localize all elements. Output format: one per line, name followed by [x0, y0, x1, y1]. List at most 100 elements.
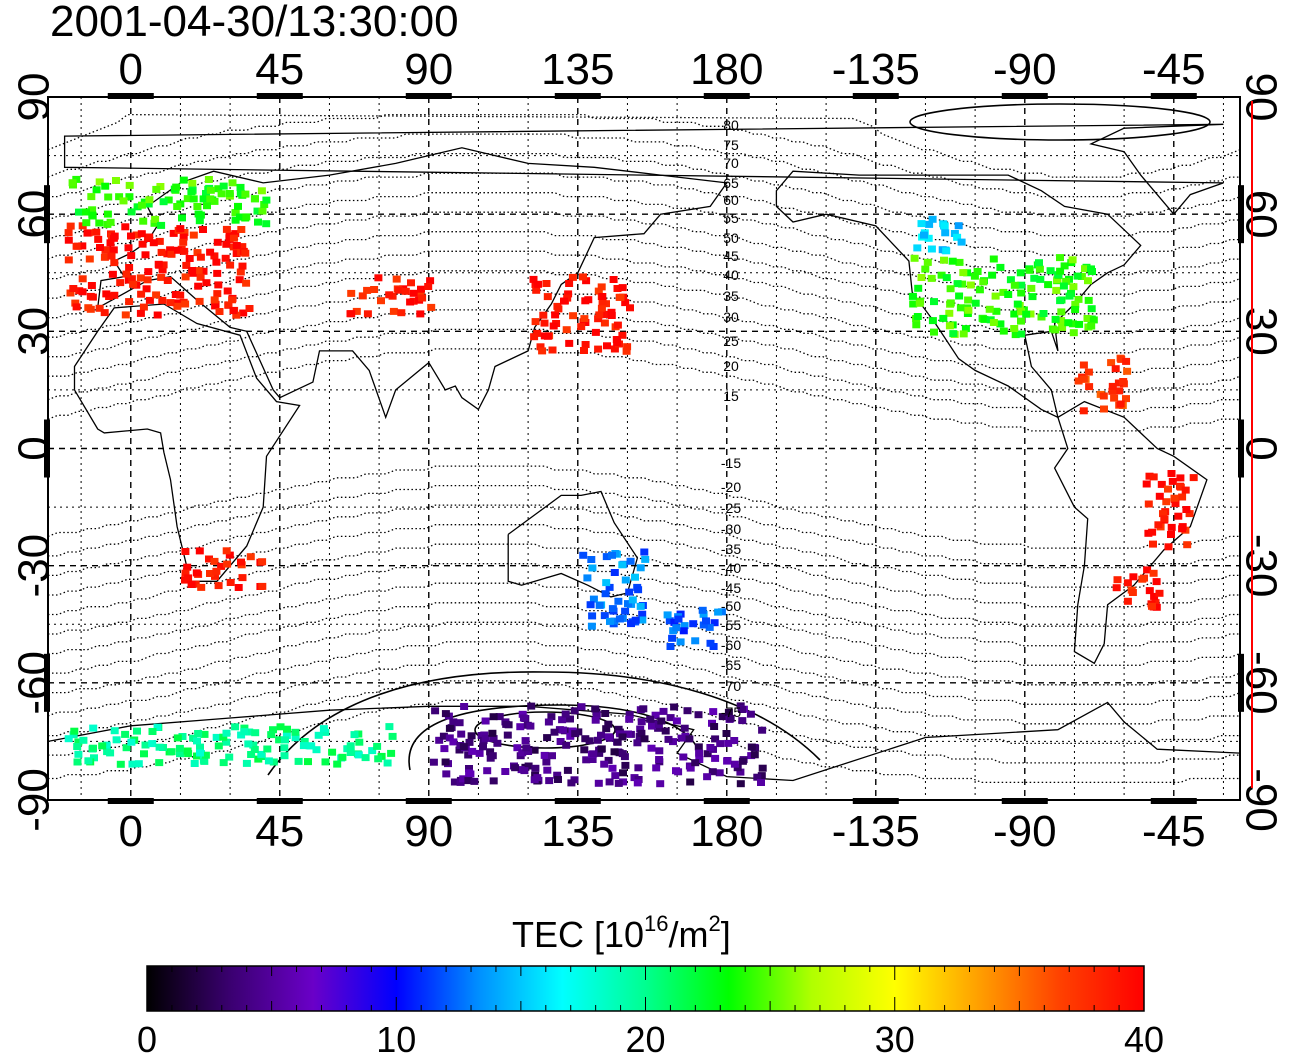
tec-cell [554, 305, 563, 313]
tec-cell [212, 733, 221, 741]
tec-cell [241, 190, 250, 198]
tec-cell [231, 209, 240, 217]
tec-cell [964, 306, 973, 314]
tec-cell [253, 207, 262, 215]
tec-cell [138, 240, 147, 248]
tec-cell [1027, 284, 1036, 292]
tec-cell [1176, 483, 1185, 491]
tec-cell [234, 202, 242, 210]
tec-cell [141, 741, 150, 749]
tec-cell [92, 228, 101, 236]
tec-cell [1085, 383, 1094, 391]
tec-cell [610, 748, 619, 756]
tec-cell [568, 273, 577, 281]
tec-cell [181, 548, 190, 555]
tec-cell [110, 291, 119, 299]
tec-cell [138, 201, 146, 209]
tec-cell [449, 718, 458, 726]
tec-cell [194, 282, 203, 290]
tec-cell [1075, 320, 1084, 328]
tec-cell [294, 757, 303, 765]
tec-cell [282, 732, 291, 739]
tec-cell [706, 744, 715, 751]
tec-cell [155, 759, 164, 767]
tec-cell [269, 726, 277, 734]
tec-cell [283, 725, 291, 733]
tec-cell [328, 748, 337, 756]
tec-cell [1113, 576, 1122, 584]
tec-cell [1154, 521, 1163, 529]
contour-label-15: 15 [723, 388, 739, 404]
tec-cell [319, 725, 328, 733]
tec-cell [1056, 254, 1064, 262]
tec-cell [985, 305, 994, 313]
tec-cell [954, 222, 963, 230]
tec-cell [1189, 474, 1198, 482]
tec-cell [124, 244, 133, 252]
tec-cell [502, 720, 511, 728]
tec-cell [102, 290, 111, 298]
tec-cell [604, 720, 613, 728]
tec-cell [98, 742, 107, 750]
tec-cell [736, 768, 745, 776]
tec-cell [358, 292, 367, 300]
tec-cell [946, 299, 955, 307]
tec-cell [1108, 387, 1117, 395]
tec-cell [197, 583, 206, 591]
tec-cell [646, 715, 655, 723]
tec-cell [75, 208, 83, 216]
tec-cell [489, 713, 498, 721]
tec-cell [702, 617, 710, 625]
contour--60 [48, 641, 1240, 725]
tec-cell [530, 333, 539, 341]
tec-cell [1123, 367, 1132, 375]
tec-cell [631, 573, 639, 581]
tec-cell [953, 233, 962, 241]
tec-cell [614, 597, 623, 605]
tec-cell [188, 179, 197, 187]
frame-bar-left [44, 653, 50, 712]
tec-cell [176, 291, 185, 299]
tec-cell [154, 260, 163, 268]
tec-cell [1062, 277, 1071, 285]
tec-cell [594, 287, 603, 295]
tec-cell [950, 230, 959, 237]
tec-cell [251, 729, 260, 737]
tec-cell [758, 726, 767, 734]
tec-cell [488, 729, 497, 737]
contour--40 [48, 563, 1240, 647]
tec-cell [613, 339, 622, 346]
tec-cell [1170, 494, 1179, 502]
tec-cell [195, 217, 204, 225]
tec-cell [534, 280, 543, 288]
tec-cell [677, 734, 686, 742]
tec-cell [457, 730, 466, 738]
tec-cell [133, 203, 142, 211]
tec-cell [125, 298, 134, 306]
tec-cell [1114, 379, 1123, 387]
contour-label-65: 65 [723, 175, 739, 191]
tec-cell [925, 220, 934, 228]
tec-cell [1084, 296, 1093, 304]
tec-cell [999, 327, 1008, 335]
tec-cell [948, 257, 957, 265]
tec-cell [672, 717, 681, 725]
frame-bar-top [405, 93, 452, 99]
tec-cell [424, 283, 433, 290]
tec-cell [547, 713, 556, 721]
tec-cell [254, 218, 262, 226]
tec-cell [194, 730, 203, 737]
tec-cell [536, 343, 545, 351]
tec-cell [924, 234, 933, 242]
tec-cell [171, 291, 180, 298]
tec-cell [158, 266, 167, 274]
tec-cell [1064, 319, 1073, 327]
tec-cell [245, 728, 254, 736]
tec-cell [140, 750, 148, 758]
tec-cell [694, 711, 703, 719]
tec-cell [1036, 275, 1045, 283]
tec-cell [637, 729, 646, 737]
tec-cell [191, 580, 200, 588]
tec-cell [1035, 259, 1043, 267]
